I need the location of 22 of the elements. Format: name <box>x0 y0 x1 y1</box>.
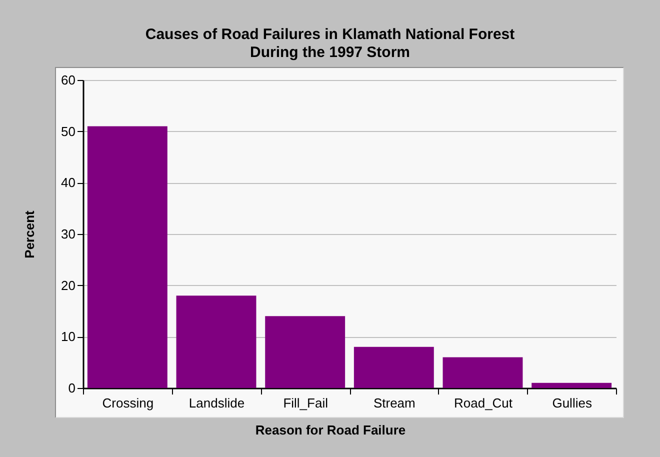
x-tick-label: Stream <box>373 396 416 410</box>
y-tick-label: 20 <box>61 278 76 293</box>
x-tick-label: Fill_Fail <box>283 396 328 410</box>
bar <box>176 296 256 388</box>
y-tick-label: 10 <box>61 329 76 344</box>
chart-title: Causes of Road Failures in Klamath National Forest During the 1997 Storm <box>145 26 515 61</box>
x-axis-title: Reason for Road Failure <box>255 422 406 438</box>
x-tick-label: Road_Cut <box>454 396 513 410</box>
bar <box>442 357 523 388</box>
x-tick-label: Landslide <box>188 396 245 410</box>
x-tick-label: Crossing <box>102 396 154 410</box>
y-tick-label: 30 <box>61 226 76 242</box>
y-axis-title: Percent <box>22 210 38 258</box>
y-tick-label: 50 <box>61 124 76 139</box>
bar <box>87 126 168 388</box>
bar <box>532 382 612 388</box>
bar <box>354 346 434 388</box>
y-tick-label: 0 <box>68 380 76 396</box>
y-tick-label: 40 <box>61 175 76 190</box>
x-tick-label: Gullies <box>552 396 592 410</box>
y-tick-label: 60 <box>61 72 76 88</box>
bar <box>265 316 346 388</box>
